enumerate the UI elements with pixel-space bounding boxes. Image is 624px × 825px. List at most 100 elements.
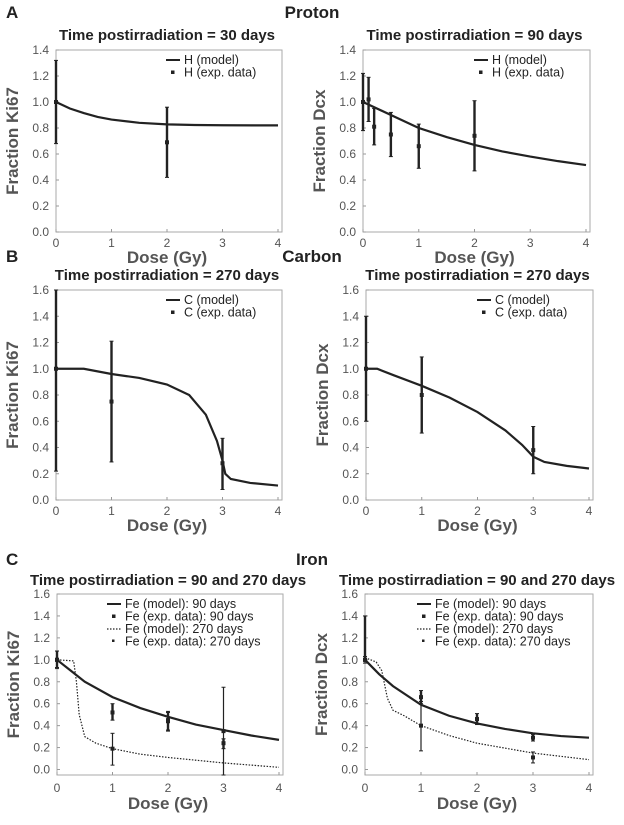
- data-point: [364, 366, 368, 371]
- data-point: [110, 746, 115, 751]
- y-tick-label: 0.0: [341, 763, 358, 777]
- data-point: [54, 366, 58, 371]
- legend-label: Fe (exp. data): 90 days: [125, 610, 254, 624]
- x-tick-label: 4: [586, 504, 593, 518]
- x-tick-label: 3: [530, 781, 537, 795]
- y-tick-label: 0.4: [339, 173, 356, 187]
- series-line: [56, 658, 280, 741]
- data-point: [221, 729, 226, 734]
- y-tick-label: 0.2: [341, 741, 358, 755]
- legend-marker-swatch: [422, 614, 426, 618]
- legend-label: Fe (exp. data): 90 days: [435, 610, 564, 624]
- data-point: [531, 735, 535, 740]
- x-tick-label: 3: [219, 504, 226, 518]
- y-tick-label: 0.0: [339, 225, 356, 239]
- y-tick-label: 0.6: [342, 414, 359, 428]
- y-axis-label: Fraction Dcx: [313, 343, 332, 447]
- data-point: [361, 100, 365, 104]
- y-tick-label: 0.2: [33, 741, 50, 755]
- x-tick-label: 1: [108, 504, 115, 518]
- legend-label: Fe (model): 270 days: [435, 622, 553, 636]
- x-axis-label: Dose (Gy): [127, 516, 207, 535]
- section-title: Proton: [285, 3, 340, 22]
- section-title: Iron: [296, 550, 328, 569]
- plot-frame: [364, 593, 594, 776]
- y-tick-label: 1.2: [341, 631, 358, 645]
- x-axis-label: Dose (Gy): [437, 794, 517, 813]
- chart-panel: Time postirradiation = 90 days Dose (Gy) F…: [310, 27, 591, 267]
- legend-label: C (model): [184, 293, 239, 307]
- legend-label: C (model): [495, 293, 550, 307]
- legend-marker-swatch: [482, 310, 486, 314]
- series: [55, 101, 279, 127]
- y-tick-label: 0.0: [33, 763, 50, 777]
- series-line: [56, 659, 280, 768]
- y-tick-label: 1.6: [32, 283, 49, 297]
- section-title: Carbon: [282, 247, 342, 266]
- x-tick-label: 4: [275, 504, 282, 518]
- series-line: [366, 367, 590, 470]
- x-tick-label: 3: [530, 504, 537, 518]
- legend-marker-swatch: [479, 70, 483, 74]
- x-tick-label: 2: [164, 504, 171, 518]
- legend-marker-swatch: [112, 639, 115, 642]
- chart-title: Time postirradiation = 90 days: [366, 27, 582, 44]
- series-line: [56, 367, 279, 487]
- series: [366, 367, 590, 470]
- chart-title: Time postirradiation = 270 days: [365, 267, 589, 284]
- data-point: [419, 695, 423, 700]
- y-tick-label: 0.2: [342, 467, 359, 481]
- series: [56, 658, 280, 741]
- y-tick-label: 0.0: [342, 493, 359, 507]
- y-tick-label: 1.0: [33, 653, 50, 667]
- data-point: [54, 100, 58, 104]
- y-tick-label: 0.4: [342, 441, 359, 455]
- y-tick-label: 0.6: [339, 147, 356, 161]
- y-tick-label: 0.8: [339, 121, 356, 135]
- legend-label: H (model): [184, 53, 239, 67]
- y-tick-label: 1.4: [341, 609, 358, 623]
- legend-label: C (exp. data): [495, 306, 567, 320]
- x-tick-label: 4: [586, 781, 593, 795]
- y-axis-label: Fraction Dcx: [312, 632, 331, 736]
- y-tick-label: 1.4: [33, 609, 50, 623]
- y-axis-label: Fraction Ki67: [4, 631, 23, 739]
- y-tick-label: 0.2: [32, 467, 49, 481]
- y-tick-label: 1.4: [339, 43, 356, 57]
- data-point: [366, 97, 371, 102]
- data-point: [220, 461, 225, 466]
- y-tick-label: 0.8: [341, 675, 358, 689]
- data-point: [531, 448, 536, 453]
- x-tick-label: 1: [418, 781, 425, 795]
- data-point: [475, 717, 479, 722]
- x-axis-label: Dose (Gy): [434, 248, 514, 267]
- x-tick-label: 3: [220, 781, 227, 795]
- data-point: [363, 657, 367, 662]
- series: [363, 656, 535, 764]
- y-tick-label: 1.4: [32, 43, 49, 57]
- y-tick-label: 1.0: [32, 362, 49, 376]
- x-tick-label: 0: [53, 236, 60, 250]
- data-point: [166, 718, 170, 723]
- data-point: [55, 657, 59, 662]
- legend-marker-swatch: [171, 310, 175, 314]
- data-point: [419, 723, 423, 728]
- y-tick-label: 1.2: [342, 336, 359, 350]
- y-tick-label: 0.0: [32, 225, 49, 239]
- x-tick-label: 4: [583, 236, 590, 250]
- x-tick-label: 2: [471, 236, 478, 250]
- series: [56, 367, 279, 487]
- legend-label: Fe (model): 270 days: [125, 622, 243, 636]
- plot-frame: [362, 49, 591, 233]
- plot-frame: [55, 289, 283, 501]
- series: [364, 315, 536, 475]
- x-tick-label: 2: [474, 504, 481, 518]
- y-tick-label: 1.2: [339, 69, 356, 83]
- legend-label: Fe (model): 90 days: [125, 597, 236, 611]
- x-tick-label: 2: [165, 781, 172, 795]
- y-tick-label: 0.8: [342, 388, 359, 402]
- series: [361, 72, 477, 172]
- chart-panel: Time postirradiation = 30 days Dose (Gy) F…: [3, 27, 283, 267]
- y-tick-label: 0.2: [339, 199, 356, 213]
- x-tick-label: 0: [53, 504, 60, 518]
